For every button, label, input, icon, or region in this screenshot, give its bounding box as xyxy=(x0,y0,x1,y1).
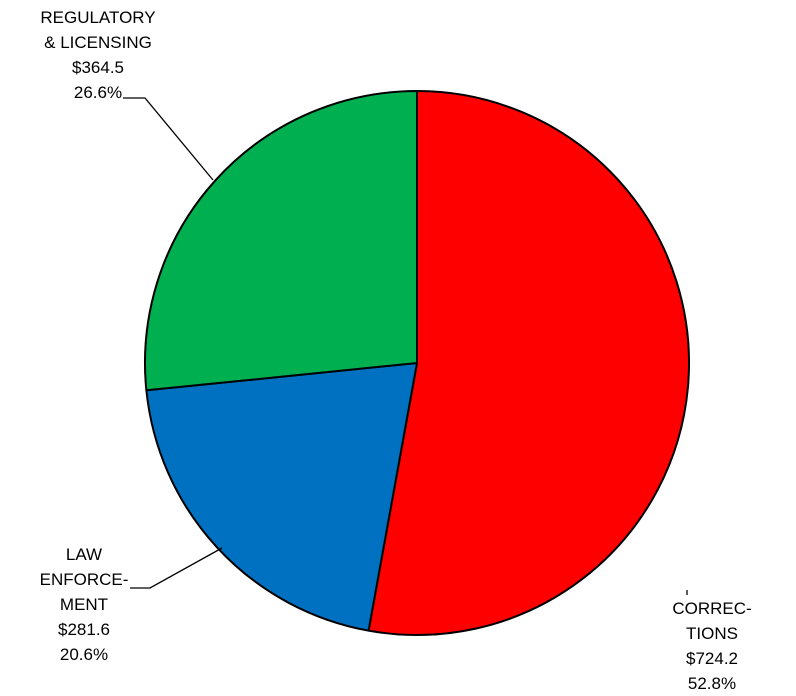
label-regulatory-line-2: & LICENSING xyxy=(44,33,152,52)
label-corrections-line-1: CORREC- xyxy=(672,599,751,618)
label-regulatory-line-1: REGULATORY xyxy=(40,8,155,27)
label-regulatory-percent: 26.6% xyxy=(74,83,122,102)
label-law-enforcement: LAW ENFORCE- MENT $281.6 20.6% xyxy=(40,545,129,664)
label-law-line-3: MENT xyxy=(60,595,108,614)
label-law-amount: $281.6 xyxy=(58,620,110,639)
leader-line-law-enforcement xyxy=(130,547,223,589)
label-corrections-amount: $724.2 xyxy=(686,649,738,668)
label-corrections-line-2: TIONS xyxy=(686,624,738,643)
pie-slices xyxy=(143,90,690,636)
label-corrections-percent: 52.8% xyxy=(688,674,736,693)
slice-law-enforcement xyxy=(145,362,418,632)
label-law-percent: 20.6% xyxy=(60,645,108,664)
leader-line-regulatory xyxy=(123,97,214,181)
slice-regulatory-licensing xyxy=(143,90,418,392)
label-law-line-2: ENFORCE- xyxy=(40,570,129,589)
label-law-line-1: LAW xyxy=(66,545,102,564)
label-regulatory-amount: $364.5 xyxy=(72,58,124,77)
slice-corrections xyxy=(367,90,690,636)
label-corrections: CORREC- TIONS $724.2 52.8% xyxy=(672,599,751,693)
label-regulatory-licensing: REGULATORY & LICENSING $364.5 26.6% xyxy=(40,8,155,102)
